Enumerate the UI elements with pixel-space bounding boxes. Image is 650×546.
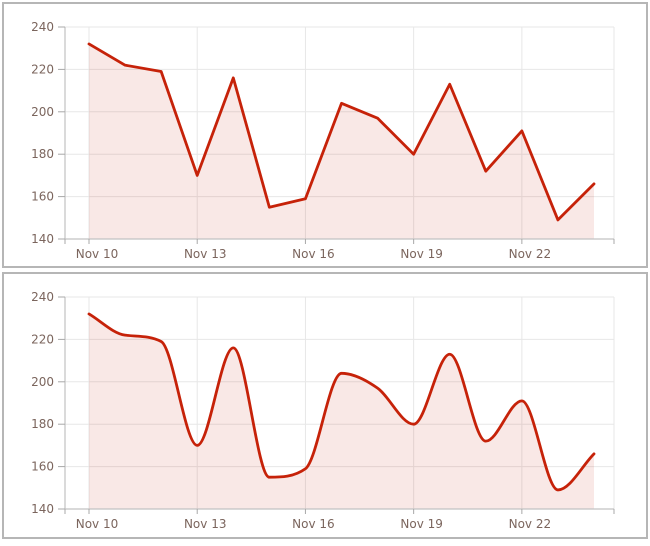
x-axis-label: Nov 22 [509, 247, 552, 261]
series-line [87, 42, 596, 222]
x-axis-label: Nov 13 [184, 247, 227, 261]
y-axis-label: 160 [31, 460, 54, 474]
x-axis-label: Nov 22 [509, 517, 552, 531]
chart-panel-spline: 140 160 180 200 220 240 Nov 10 Nov 13 Nov 16 Nov … [2, 272, 648, 539]
y-axis-label: 140 [31, 502, 54, 516]
area-chart-spline: 140 160 180 200 220 240 Nov 10 Nov 13 Nov 16 Nov … [31, 290, 615, 531]
y-axis-label: 240 [31, 20, 54, 34]
y-axis-label: 160 [31, 190, 54, 204]
y-axis-label: 240 [31, 290, 54, 304]
x-axis-label: Nov 10 [76, 247, 119, 261]
series-area-fill [89, 313, 594, 509]
chart-panel-linear: 140 160 180 200 220 240 Nov 10 Nov 13 Nov 16 Nov … [2, 2, 648, 268]
area-chart-linear: 140 160 180 200 220 240 Nov 10 Nov 13 Nov 16 Nov … [31, 20, 615, 261]
y-axis-label: 140 [31, 232, 54, 246]
series-line [87, 312, 596, 492]
y-axis-label: 180 [31, 147, 54, 161]
x-axis-label: Nov 19 [400, 517, 443, 531]
y-axis-label: 200 [31, 105, 54, 119]
x-axis-label: Nov 13 [184, 517, 227, 531]
x-axis-label: Nov 10 [76, 517, 119, 531]
y-axis-label: 220 [31, 332, 54, 346]
x-axis-label: Nov 16 [292, 517, 335, 531]
y-axis-label: 220 [31, 62, 54, 76]
y-axis-label: 180 [31, 417, 54, 431]
y-axis-label: 200 [31, 375, 54, 389]
x-axis-label: Nov 19 [400, 247, 443, 261]
series-area-fill [89, 43, 594, 240]
x-axis-label: Nov 16 [292, 247, 335, 261]
